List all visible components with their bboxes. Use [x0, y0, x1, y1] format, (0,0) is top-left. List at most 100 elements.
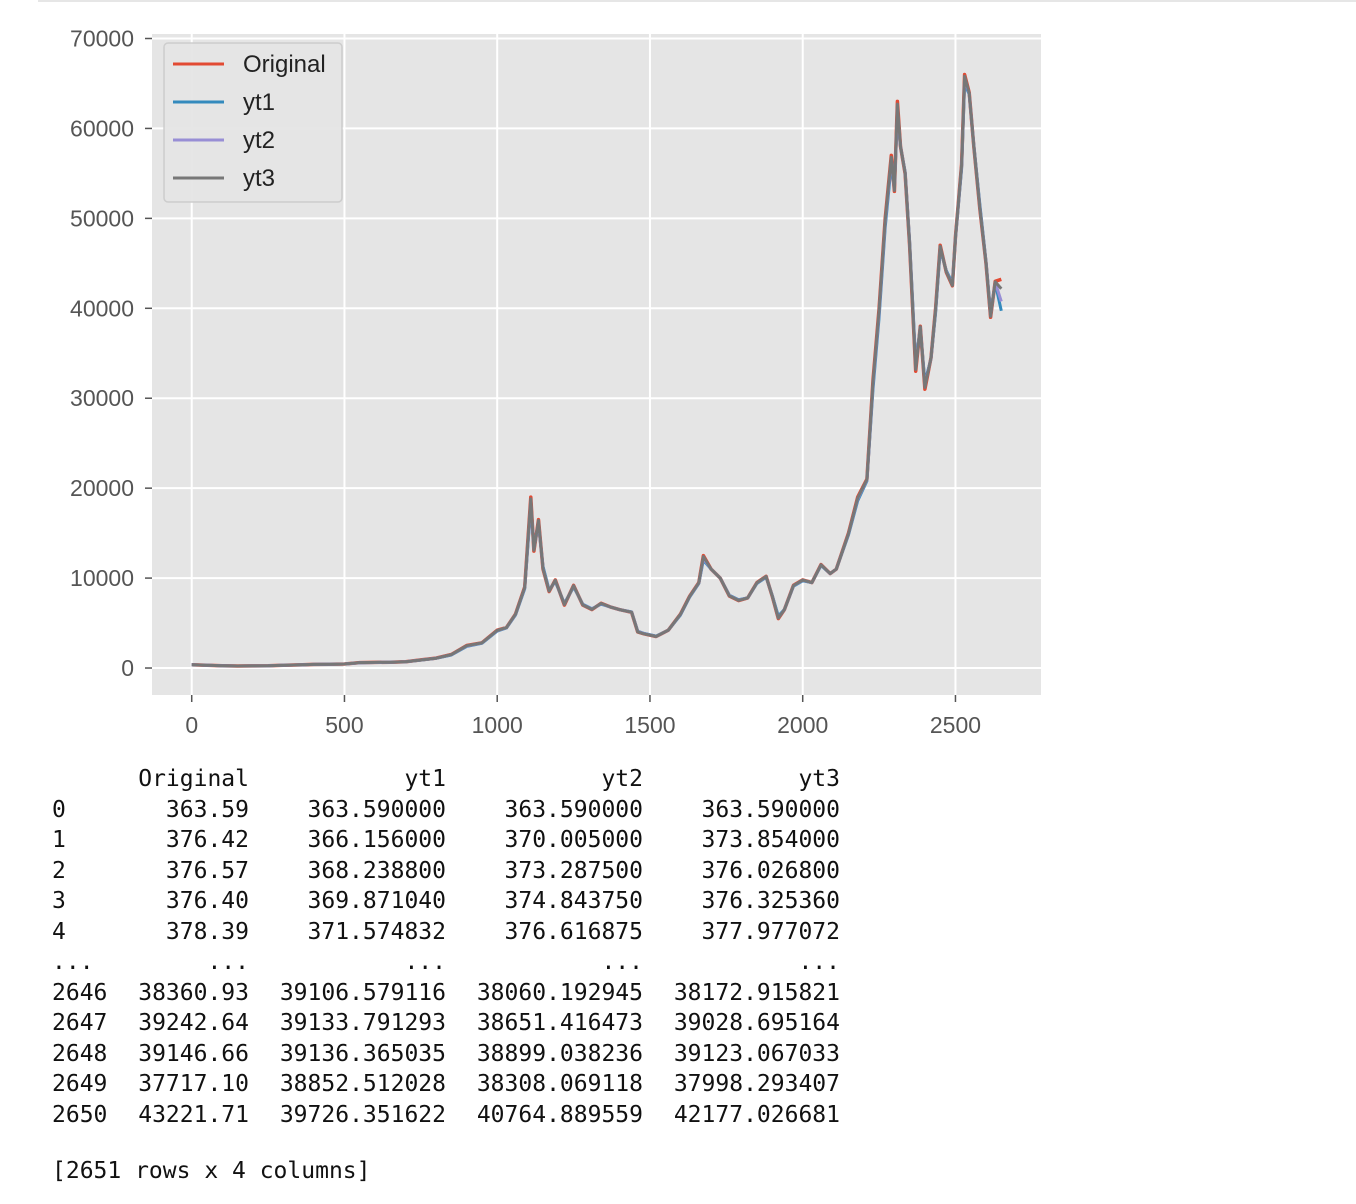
table-row: 2649 37717.10 38852.512028 38308.069118 3799…	[52, 1069, 840, 1100]
y-tick-label: 10000	[70, 565, 134, 591]
table-cell: 38899.038236	[476, 1040, 643, 1067]
table-row: 3 376.40 369.871040 374.843750 376.325360	[52, 886, 840, 917]
table-row: 2647 39242.64 39133.791293 38651.416473 3902…	[52, 1008, 840, 1039]
table-cell: 363.590000	[504, 796, 643, 823]
x-tick-label: 2000	[777, 712, 828, 738]
dataframe-output: Original yt1 yt2 yt3 0 363.59 363.590000 36…	[52, 764, 840, 1130]
table-cell: 363.590000	[701, 796, 840, 823]
y-tick-label: 70000	[70, 25, 134, 51]
table-cell: 43221.71	[138, 1101, 249, 1128]
table-cell: ...	[207, 949, 249, 975]
table-cell: 377.977072	[701, 918, 840, 945]
y-tick-label: 0	[121, 655, 134, 681]
row-index: 0	[52, 796, 66, 823]
dataframe-summary: [2651 rows x 4 columns]	[52, 1158, 371, 1184]
grid-lines	[152, 34, 1041, 695]
table-cell: 39123.067033	[673, 1040, 840, 1067]
table-cell: 40764.889559	[476, 1101, 643, 1128]
table-row: 2 376.57 368.238800 373.287500 376.026800	[52, 856, 840, 887]
table-cell: 363.590000	[307, 796, 446, 823]
table-cell: 378.39	[165, 918, 249, 945]
x-tick-label: 1000	[472, 712, 523, 738]
axes: 0 500 1000 1500 2000 2500 0 10000 20000 30000 4000…	[70, 25, 981, 738]
series-line-yt3	[191, 74, 1003, 668]
row-index: ...	[52, 949, 94, 975]
legend-frame	[163, 42, 343, 203]
table-row: 0 363.59 363.590000 363.590000 363.590000	[52, 795, 840, 826]
row-index: 1	[52, 827, 66, 853]
table-cell: 37717.10	[138, 1071, 249, 1097]
table-cell: 38060.192945	[476, 979, 643, 1006]
column-header: Original	[138, 766, 249, 792]
row-index: 2650	[52, 1101, 108, 1128]
table-cell: 37998.293407	[673, 1071, 840, 1097]
table-cell: 370.005000	[504, 827, 643, 853]
table-cell: ...	[798, 949, 840, 975]
y-tick-label: 50000	[70, 205, 134, 231]
column-header: yt1	[404, 766, 446, 792]
table-cell: 363.59	[165, 796, 249, 823]
table-cell: 376.026800	[701, 857, 840, 884]
table-cell: 371.574832	[307, 918, 446, 945]
table-cell: 376.40	[165, 888, 249, 914]
column-header: yt2	[601, 766, 643, 792]
table-cell: 376.616875	[504, 918, 643, 945]
x-tick-label: 1500	[624, 712, 675, 738]
table-cell: 376.42	[165, 827, 249, 853]
line-chart: 0 500 1000 1500 2000 2500 0 10000 20000 30000 4000…	[70, 25, 1041, 738]
table-cell: 39133.791293	[279, 1010, 446, 1036]
row-index: 4	[52, 918, 66, 945]
dataframe-header-row: Original yt1 yt2 yt3	[52, 764, 840, 795]
column-header: yt3	[798, 766, 840, 792]
legend: Original yt1 yt2 yt3	[163, 42, 343, 203]
table-cell: 39146.66	[138, 1040, 249, 1067]
table-cell: 369.871040	[307, 888, 446, 914]
table-row: 2648 39146.66 39136.365035 38899.038236 3912…	[52, 1039, 840, 1070]
table-cell: 38172.915821	[673, 979, 840, 1006]
x-tick-label: 0	[185, 712, 198, 738]
legend-label: yt2	[243, 127, 275, 154]
table-cell: 39242.64	[138, 1010, 249, 1036]
table-cell: ...	[601, 949, 643, 975]
x-tick-label: 500	[325, 712, 363, 738]
y-tick-label: 40000	[70, 295, 134, 321]
table-cell: 376.57	[165, 857, 249, 884]
row-index: 2647	[52, 1010, 108, 1036]
table-cell: 42177.026681	[673, 1101, 840, 1128]
cell-top-border	[38, 0, 1356, 2]
row-index: 2646	[52, 979, 108, 1006]
table-cell: ...	[404, 949, 446, 975]
y-tick-label: 30000	[70, 385, 134, 411]
table-cell: 366.156000	[307, 827, 446, 853]
y-tick-label: 20000	[70, 475, 134, 501]
table-cell: 39136.365035	[279, 1040, 446, 1067]
row-index: 2648	[52, 1040, 108, 1067]
table-row: 1 376.42 366.156000 370.005000 373.854000	[52, 825, 840, 856]
table-cell: 368.238800	[307, 857, 446, 884]
ellipsis-row: ...............	[52, 947, 840, 978]
table-cell: 39028.695164	[673, 1010, 840, 1036]
series-lines	[191, 72, 1003, 668]
legend-label: Original	[243, 51, 326, 78]
table-cell: 38651.416473	[476, 1010, 643, 1036]
row-index: 2	[52, 857, 66, 884]
table-row: 2650 43221.71 39726.351622 40764.889559 4217…	[52, 1100, 840, 1131]
x-tick-label: 2500	[930, 712, 981, 738]
table-cell: 38308.069118	[476, 1071, 643, 1097]
y-tick-label: 60000	[70, 115, 134, 141]
legend-label: yt3	[243, 165, 275, 192]
table-cell: 374.843750	[504, 888, 643, 914]
table-row: 4 378.39 371.574832 376.616875 377.977072	[52, 917, 840, 948]
table-cell: 373.854000	[701, 827, 840, 853]
row-index: 3	[52, 888, 66, 914]
table-cell: 373.287500	[504, 857, 643, 884]
table-row: 2646 38360.93 39106.579116 38060.192945 3817…	[52, 978, 840, 1009]
index-header	[52, 764, 136, 795]
table-cell: 39106.579116	[279, 979, 446, 1006]
table-cell: 39726.351622	[279, 1101, 446, 1128]
table-cell: 38852.512028	[279, 1071, 446, 1097]
legend-label: yt1	[243, 89, 275, 116]
table-cell: 38360.93	[138, 979, 249, 1006]
row-index: 2649	[52, 1071, 108, 1097]
table-cell: 376.325360	[701, 888, 840, 914]
